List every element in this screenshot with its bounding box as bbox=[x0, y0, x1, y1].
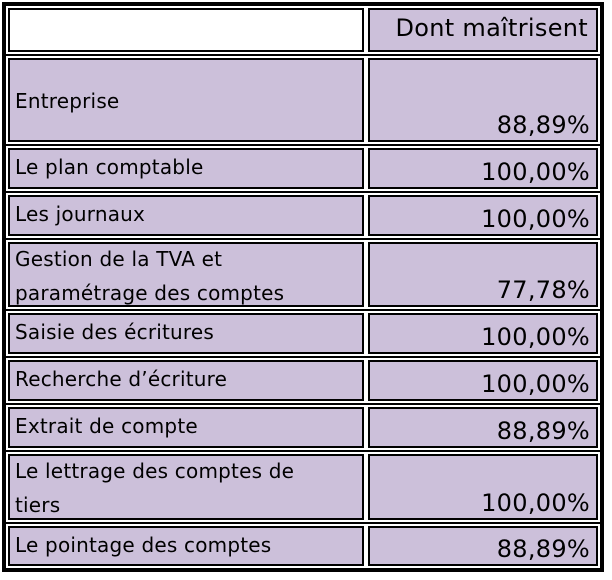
row-value: 100,00% bbox=[481, 158, 590, 186]
table-row-label: Extrait de compte bbox=[6, 405, 366, 450]
table-row-label: Le plan comptable bbox=[6, 146, 366, 191]
row-label: Recherche d’écriture bbox=[15, 367, 228, 391]
row-label: Extrait de compte bbox=[15, 414, 198, 438]
row-label: Saisie des écritures bbox=[15, 320, 215, 344]
skills-table: Dont maîtrisent Entreprise 88,89% Le pla… bbox=[2, 2, 604, 572]
row-value: 100,00% bbox=[481, 205, 590, 233]
table-row-label: Les journaux bbox=[6, 193, 366, 238]
table-row-value: 77,78% bbox=[366, 240, 600, 309]
row-value: 100,00% bbox=[481, 323, 590, 351]
row-label: Entreprise bbox=[15, 89, 120, 113]
table-row-label: Recherche d’écriture bbox=[6, 358, 366, 403]
header-value-cell: Dont maîtrisent bbox=[366, 6, 600, 54]
row-label: Les journaux bbox=[15, 202, 146, 226]
row-value: 88,89% bbox=[496, 535, 590, 563]
table-row-value: 100,00% bbox=[366, 146, 600, 191]
row-label: Le pointage des comptes bbox=[15, 533, 272, 557]
row-value: 88,89% bbox=[496, 417, 590, 445]
row-value: 100,00% bbox=[481, 370, 590, 398]
table-row-label: Le lettrage des comptes de tiers bbox=[6, 452, 366, 522]
table-row-label: Saisie des écritures bbox=[6, 311, 366, 356]
table-row-value: 100,00% bbox=[366, 311, 600, 356]
table-row-value: 100,00% bbox=[366, 358, 600, 403]
table-row-value: 88,89% bbox=[366, 405, 600, 450]
table-row-value: 100,00% bbox=[366, 452, 600, 522]
table-row-value: 88,89% bbox=[366, 524, 600, 568]
table-row-label: Gestion de la TVA et paramétrage des com… bbox=[6, 240, 366, 309]
table-row-value: 88,89% bbox=[366, 56, 600, 144]
table-row-label: Entreprise bbox=[6, 56, 366, 144]
table-row-value: 100,00% bbox=[366, 193, 600, 238]
row-label: Gestion de la TVA et paramétrage des com… bbox=[15, 247, 285, 305]
row-value: 100,00% bbox=[481, 489, 590, 517]
header-blank-cell bbox=[6, 6, 366, 54]
table-row-label: Le pointage des comptes bbox=[6, 524, 366, 568]
row-label: Le plan comptable bbox=[15, 155, 204, 179]
column-title: Dont maîtrisent bbox=[395, 14, 588, 42]
row-value: 88,89% bbox=[496, 111, 590, 139]
row-value: 77,78% bbox=[496, 276, 590, 304]
row-label: Le lettrage des comptes de tiers bbox=[15, 459, 295, 517]
